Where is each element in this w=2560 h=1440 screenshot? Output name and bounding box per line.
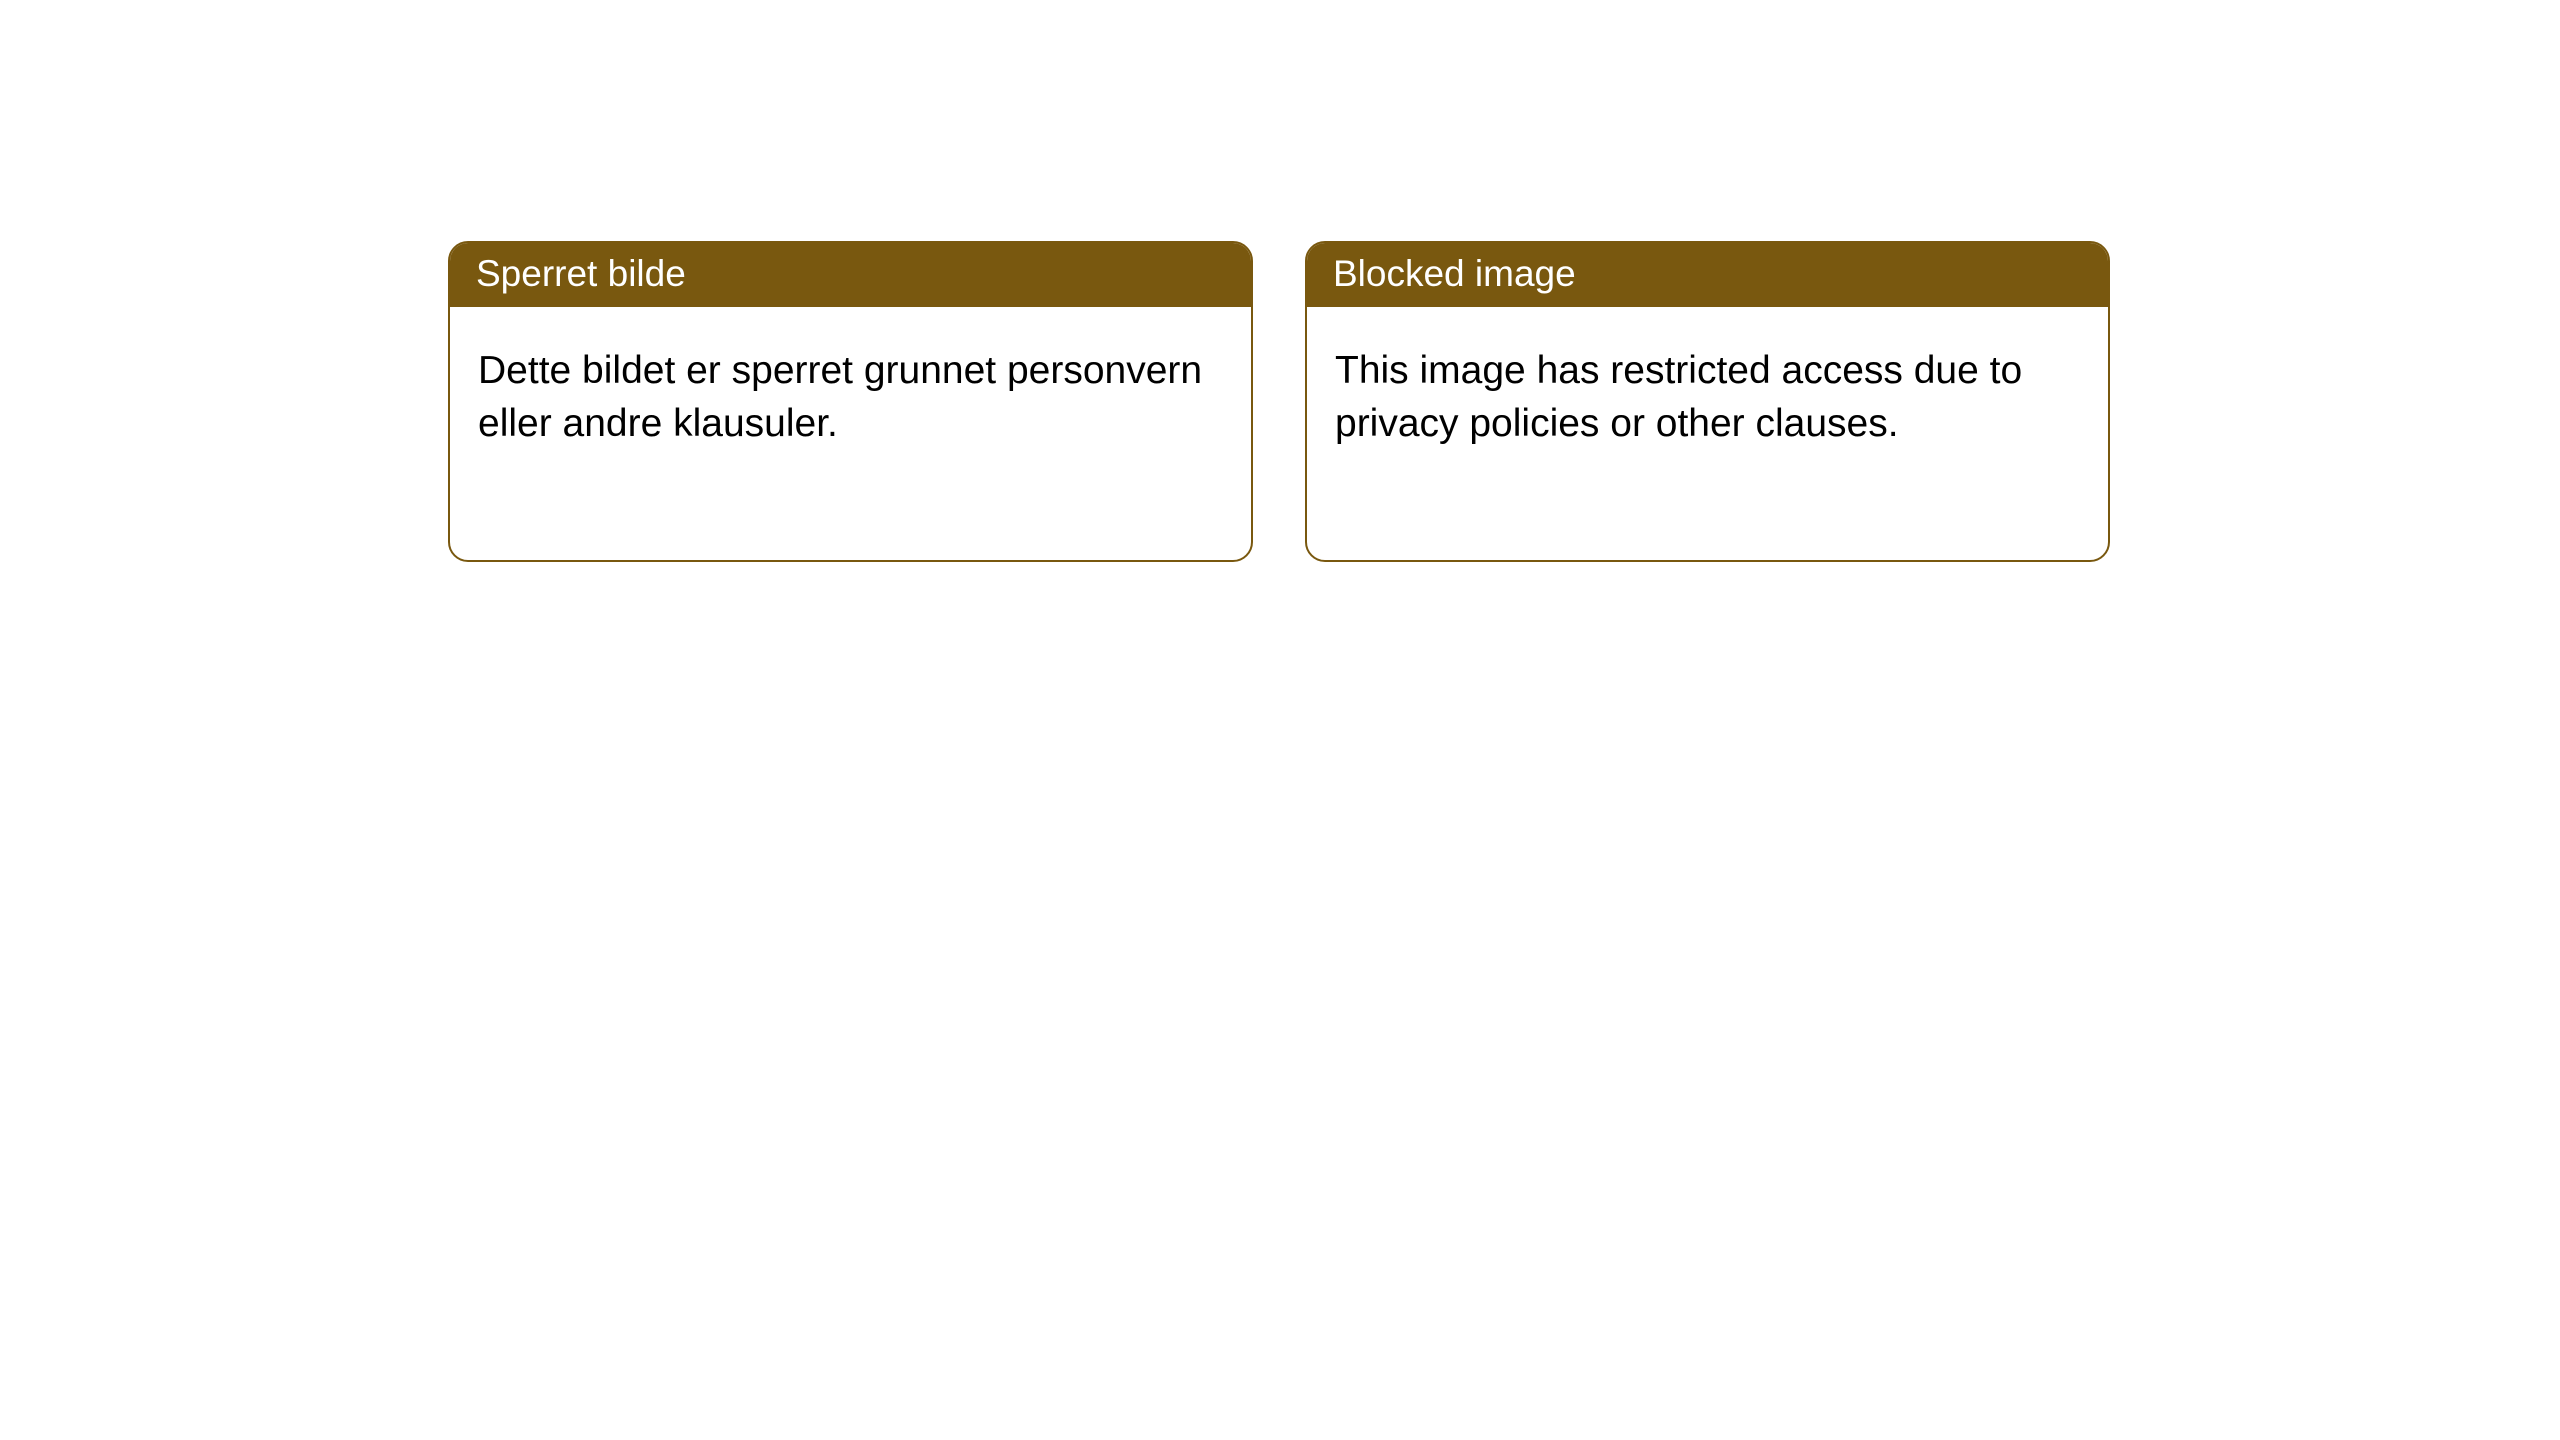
notice-header: Sperret bilde [450,243,1251,307]
notice-title: Blocked image [1333,253,1576,294]
notice-card-english: Blocked image This image has restricted … [1305,241,2110,562]
notice-body-text: Dette bildet er sperret grunnet personve… [478,349,1202,445]
notice-body: This image has restricted access due to … [1307,307,2108,560]
notice-body-text: This image has restricted access due to … [1335,349,2022,445]
notice-header: Blocked image [1307,243,2108,307]
notice-body: Dette bildet er sperret grunnet personve… [450,307,1251,560]
notice-title: Sperret bilde [476,253,686,294]
notice-container: Sperret bilde Dette bildet er sperret gr… [0,0,2560,562]
notice-card-norwegian: Sperret bilde Dette bildet er sperret gr… [448,241,1253,562]
